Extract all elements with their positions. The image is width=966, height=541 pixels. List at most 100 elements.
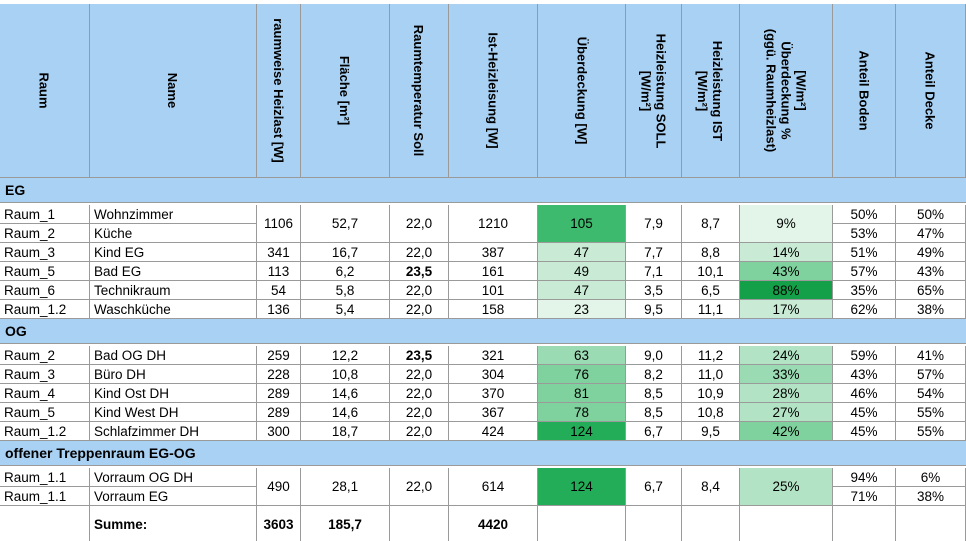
cell-anteil-decke[interactable]: 54% [896,384,966,403]
cell-ueber_pct[interactable]: 33% [740,365,833,384]
cell-name[interactable]: Bad EG [90,262,257,281]
cell-heizlast[interactable]: 259 [257,346,301,365]
cell-flaeche[interactable]: 14,6 [301,384,390,403]
cell-anteil-decke[interactable]: 55% [896,403,966,422]
summary-empty[interactable] [390,506,449,541]
cell-anteil-boden[interactable]: 45% [833,403,896,422]
cell-ueber_pct[interactable]: 24% [740,346,833,365]
cell-raum[interactable]: Raum_2 [0,224,90,243]
cell-ist_m2[interactable]: 6,5 [682,281,740,300]
cell-soll_m2[interactable]: 6,7 [626,422,682,441]
cell-heizlast[interactable]: 300 [257,422,301,441]
column-header-temp[interactable]: Raumtemperatur Soll [390,4,449,178]
cell-name[interactable]: Schlafzimmer DH [90,422,257,441]
cell-raum[interactable]: Raum_1.2 [0,300,90,319]
cell-ueber[interactable]: 76 [538,365,626,384]
cell-temp[interactable]: 22,0 [390,243,449,262]
section-title[interactable]: OG [0,319,966,344]
cell-ist_m2[interactable]: 9,5 [682,422,740,441]
cell-ist_m2[interactable]: 8,4 [682,468,740,506]
cell-heizlast[interactable]: 289 [257,403,301,422]
cell-raum[interactable]: Raum_4 [0,384,90,403]
cell-ist_m2[interactable]: 10,9 [682,384,740,403]
cell-name[interactable]: Vorraum EG [90,487,257,506]
cell-ueber[interactable]: 23 [538,300,626,319]
column-header-ueber_pct[interactable]: [W/m²] Überdeckung % (ggü. Raumheizlast) [740,4,833,178]
cell-soll_m2[interactable]: 3,5 [626,281,682,300]
cell-temp[interactable]: 22,0 [390,422,449,441]
cell-raum[interactable]: Raum_6 [0,281,90,300]
cell-soll_m2[interactable]: 9,0 [626,346,682,365]
cell-name[interactable]: Technikraum [90,281,257,300]
cell-flaeche[interactable]: 5,8 [301,281,390,300]
cell-temp[interactable]: 22,0 [390,384,449,403]
cell-raum[interactable]: Raum_1.2 [0,422,90,441]
cell-heizlast[interactable]: 490 [257,468,301,506]
summary-empty[interactable] [833,506,896,541]
cell-ueber[interactable]: 81 [538,384,626,403]
cell-ueber_pct[interactable]: 42% [740,422,833,441]
cell-ueber_pct[interactable]: 9% [740,205,833,243]
cell-anteil-boden[interactable]: 50% [833,205,896,224]
column-header-soll_m2[interactable]: Heizleistung SOLL [W/m²] [626,4,682,178]
cell-ueber[interactable]: 63 [538,346,626,365]
cell-temp[interactable]: 22,0 [390,205,449,243]
cell-temp[interactable]: 22,0 [390,300,449,319]
cell-ist[interactable]: 1210 [449,205,538,243]
cell-name[interactable]: Waschküche [90,300,257,319]
cell-ueber[interactable]: 78 [538,403,626,422]
cell-temp[interactable]: 22,0 [390,365,449,384]
section-title[interactable]: offener Treppenraum EG-OG [0,441,966,466]
cell-name[interactable]: Vorraum OG DH [90,468,257,487]
cell-ist[interactable]: 424 [449,422,538,441]
cell-raum[interactable]: Raum_2 [0,346,90,365]
cell-raum[interactable]: Raum_1.1 [0,468,90,487]
cell-name[interactable]: Kind EG [90,243,257,262]
section-title[interactable]: EG [0,178,966,203]
cell-anteil-boden[interactable]: 51% [833,243,896,262]
cell-ist[interactable]: 367 [449,403,538,422]
cell-heizlast[interactable]: 1106 [257,205,301,243]
column-header-raum[interactable]: Raum [0,4,90,178]
cell-anteil-decke[interactable]: 47% [896,224,966,243]
cell-ueber[interactable]: 47 [538,243,626,262]
cell-ueber_pct[interactable]: 25% [740,468,833,506]
cell-anteil-boden[interactable]: 43% [833,365,896,384]
cell-anteil-boden[interactable]: 53% [833,224,896,243]
column-header-name[interactable]: Name [90,4,257,178]
cell-soll_m2[interactable]: 8,5 [626,384,682,403]
cell-ist_m2[interactable]: 11,2 [682,346,740,365]
cell-anteil-decke[interactable]: 43% [896,262,966,281]
cell-ueber[interactable]: 124 [538,468,626,506]
summary-empty[interactable] [0,506,90,541]
column-header-decke[interactable]: Anteil Decke [896,4,966,178]
cell-raum[interactable]: Raum_1 [0,205,90,224]
cell-flaeche[interactable]: 10,8 [301,365,390,384]
cell-raum[interactable]: Raum_5 [0,262,90,281]
cell-flaeche[interactable]: 16,7 [301,243,390,262]
summary-empty[interactable] [896,506,966,541]
column-header-ueber[interactable]: Überdeckung [W] [538,4,626,178]
cell-ist[interactable]: 158 [449,300,538,319]
cell-anteil-decke[interactable]: 65% [896,281,966,300]
cell-soll_m2[interactable]: 8,5 [626,403,682,422]
cell-temp[interactable]: 23,5 [390,262,449,281]
cell-ist_m2[interactable]: 8,7 [682,205,740,243]
cell-ueber_pct[interactable]: 28% [740,384,833,403]
cell-heizlast[interactable]: 113 [257,262,301,281]
cell-anteil-boden[interactable]: 46% [833,384,896,403]
cell-raum[interactable]: Raum_3 [0,243,90,262]
cell-anteil-boden[interactable]: 59% [833,346,896,365]
cell-flaeche[interactable]: 28,1 [301,468,390,506]
summary-empty[interactable] [682,506,740,541]
cell-flaeche[interactable]: 5,4 [301,300,390,319]
cell-temp[interactable]: 23,5 [390,346,449,365]
cell-name[interactable]: Kind Ost DH [90,384,257,403]
cell-heizlast[interactable]: 136 [257,300,301,319]
cell-ueber_pct[interactable]: 14% [740,243,833,262]
cell-raum[interactable]: Raum_5 [0,403,90,422]
column-header-ist_m2[interactable]: Heizleistung IST [W/m²] [682,4,740,178]
cell-anteil-boden[interactable]: 62% [833,300,896,319]
cell-flaeche[interactable]: 52,7 [301,205,390,243]
